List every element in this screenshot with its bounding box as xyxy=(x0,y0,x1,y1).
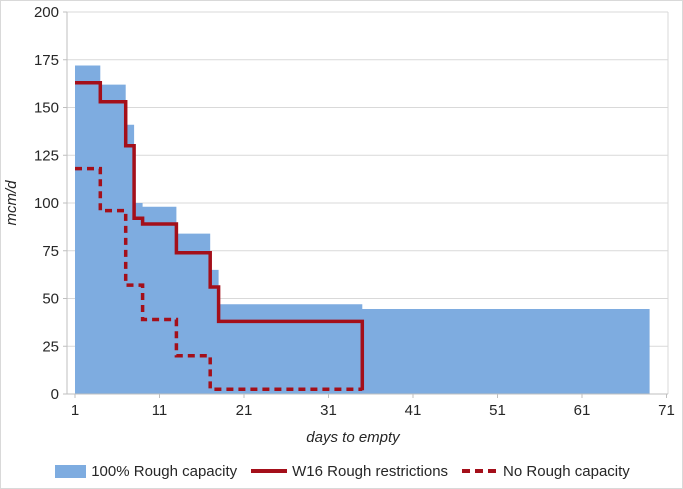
legend-item-100-rough-capacity: 100% Rough capacity xyxy=(55,463,237,480)
x-tick-label: 71 xyxy=(658,402,675,419)
x-tick-label: 41 xyxy=(405,402,422,419)
legend: 100% Rough capacity W16 Rough restrictio… xyxy=(1,458,682,484)
y-tick-label: 100 xyxy=(34,195,59,212)
y-axis-title: mcm/d xyxy=(3,180,20,226)
solid-line-swatch-icon xyxy=(251,469,288,473)
y-tick-label: 125 xyxy=(34,147,59,164)
area-swatch-icon xyxy=(55,464,87,478)
x-axis-title: days to empty xyxy=(306,429,401,446)
y-tick-label: 50 xyxy=(42,291,59,308)
series-line-no-rough-capacity xyxy=(75,166,363,391)
x-tick-label: 21 xyxy=(236,402,253,419)
series-line-w16-rough-restrictions xyxy=(75,80,365,391)
legend-label: 100% Rough capacity xyxy=(91,462,238,480)
dashed-line-swatch-icon xyxy=(462,469,499,473)
y-tick-label: 175 xyxy=(34,52,59,69)
x-tick-label: 61 xyxy=(574,402,591,419)
x-tick-label: 51 xyxy=(489,402,506,419)
x-tick-label: 31 xyxy=(320,402,337,419)
y-tick-label: 200 xyxy=(34,4,59,21)
y-tick-label: 25 xyxy=(42,338,59,355)
y-tick-label: 75 xyxy=(42,243,59,260)
y-tick-label: 0 xyxy=(51,386,59,403)
legend-item-w16-rough-restrictions: W16 Rough restrictions xyxy=(251,463,448,480)
x-tick-label: 1 xyxy=(71,402,79,419)
y-tick-label: 150 xyxy=(34,100,59,117)
legend-label: No Rough capacity xyxy=(503,462,630,480)
legend-label: W16 Rough restrictions xyxy=(292,462,449,480)
legend-item-no-rough-capacity: No Rough capacity xyxy=(462,463,630,480)
x-tick-label: 11 xyxy=(152,402,168,419)
